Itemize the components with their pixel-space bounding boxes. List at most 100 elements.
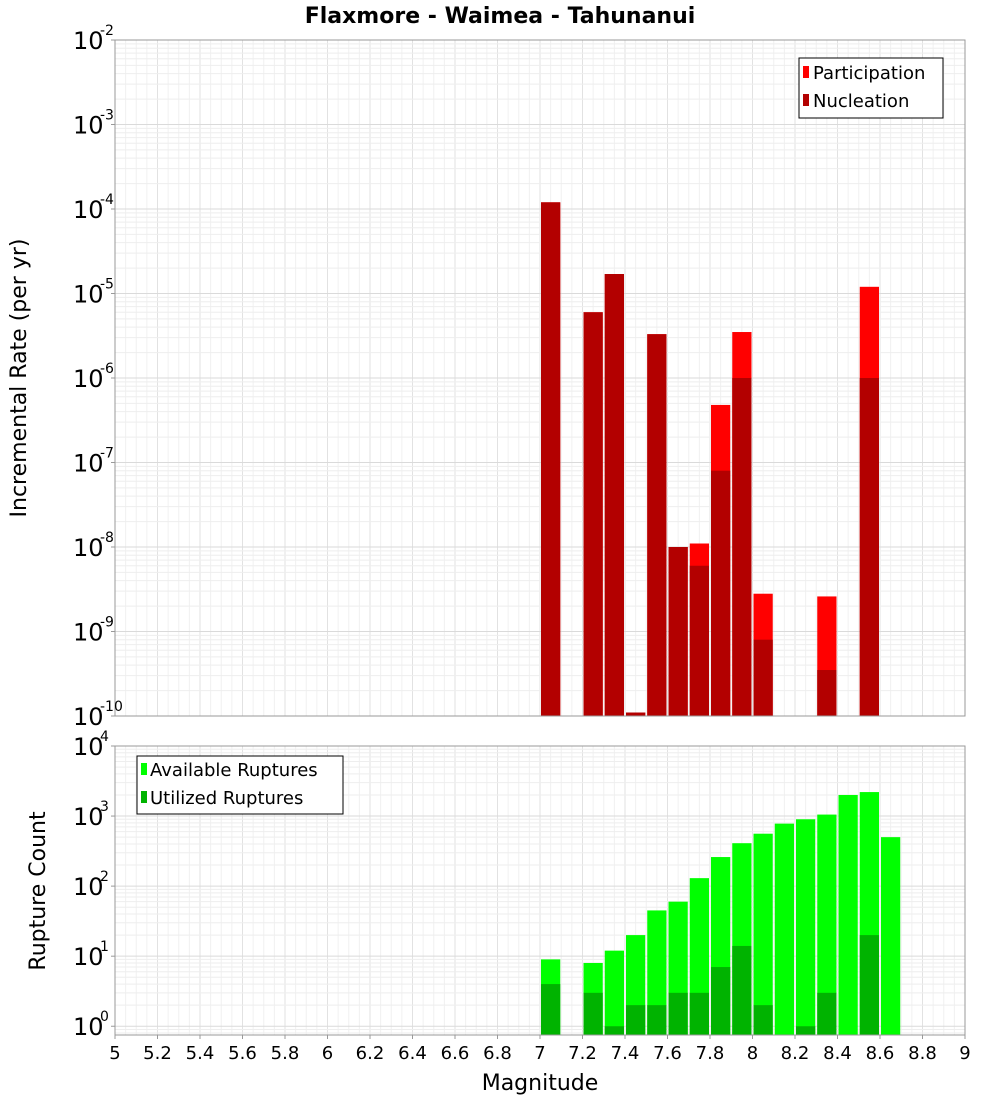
legend-swatch-nucleation xyxy=(803,94,809,106)
bar-utilized-ruptures-8_25 xyxy=(796,1026,816,1035)
bar-available-ruptures-8_45 xyxy=(838,794,858,1035)
bottom-y-tick-label: 10 xyxy=(73,1013,104,1041)
legend-swatch-participation xyxy=(803,66,809,78)
bar-utilized-ruptures-7_25 xyxy=(583,992,603,1035)
x-tick-label: 8.4 xyxy=(823,1043,852,1064)
bar-nucleation-7_65 xyxy=(668,547,688,716)
bar-nucleation-7_05 xyxy=(541,202,561,716)
bar-available-ruptures-7_35 xyxy=(604,950,624,1035)
bottom-y-tick-exponent: 4 xyxy=(100,729,109,745)
top-y-tick-exponent: -7 xyxy=(100,446,114,462)
top-legend: Participation Nucleation xyxy=(798,57,944,119)
bar-nucleation-7_75 xyxy=(689,565,709,716)
x-tick-label: 7.4 xyxy=(611,1043,640,1064)
x-tick-label: 6.4 xyxy=(398,1043,427,1064)
x-ticks: 5 5.2 5.4 5.6 5.8 6 6.2 6.4 6.6 6.8 7 7.2 7.4 7.6 7.8 8… xyxy=(109,1035,971,1064)
bar-utilized-ruptures-7_95 xyxy=(732,945,752,1035)
x-tick-label: 6.6 xyxy=(441,1043,470,1064)
bar-available-ruptures-8_65 xyxy=(881,837,901,1035)
bar-nucleation-7_85 xyxy=(711,470,731,716)
bar-nucleation-7_95 xyxy=(732,378,752,716)
bar-nucleation-7_45 xyxy=(626,712,646,716)
bar-utilized-ruptures-7_75 xyxy=(689,992,709,1035)
x-tick-label: 8.6 xyxy=(866,1043,895,1064)
bar-available-ruptures-8_35 xyxy=(817,814,837,1035)
top-grid xyxy=(114,39,966,717)
top-y-axis-title: Incremental Rate (per yr) xyxy=(7,239,32,518)
bottom-y-tick-label: 10 xyxy=(73,803,104,831)
x-tick-label: 7.6 xyxy=(653,1043,682,1064)
bottom-bars xyxy=(541,792,901,1035)
legend-label-nucleation: Nucleation xyxy=(813,91,909,112)
bar-utilized-ruptures-8_35 xyxy=(817,992,837,1035)
x-tick-label: 5 xyxy=(109,1043,120,1064)
bar-nucleation-7_35 xyxy=(604,274,624,716)
x-tick-label: 5.6 xyxy=(228,1043,257,1064)
x-tick-label: 8.2 xyxy=(781,1043,810,1064)
top-y-tick-label: 10 xyxy=(73,534,104,562)
x-tick-label: 9 xyxy=(959,1043,970,1064)
top-y-tick-exponent: -5 xyxy=(100,277,114,293)
bottom-legend: Available Ruptures Utilized Ruptures xyxy=(136,755,344,815)
x-tick-label: 7.8 xyxy=(696,1043,725,1064)
bottom-y-tick-exponent: 3 xyxy=(100,799,109,815)
legend-label-participation: Participation xyxy=(813,63,925,84)
bottom-y-tick-exponent: 2 xyxy=(100,869,109,885)
chart-title: Flaxmore - Waimea - Tahunanui xyxy=(305,4,696,29)
top-y-tick-label: 10 xyxy=(73,450,104,478)
bottom-legend-box xyxy=(136,755,344,815)
legend-swatch-utilized xyxy=(141,791,147,803)
top-y-tick-label: 10 xyxy=(73,196,104,224)
bottom-y-tick-label: 10 xyxy=(73,943,104,971)
bar-available-ruptures-8_15 xyxy=(774,823,794,1035)
legend-label-available: Available Ruptures xyxy=(150,760,318,781)
bar-available-ruptures-8_05 xyxy=(753,833,773,1035)
bar-utilized-ruptures-7_35 xyxy=(604,1026,624,1035)
x-tick-label: 5.8 xyxy=(271,1043,300,1064)
x-tick-label: 6.2 xyxy=(356,1043,385,1064)
top-y-ticks: 10-210-310-410-510-610-710-810-910-10 xyxy=(73,23,123,731)
top-y-tick-exponent: -3 xyxy=(100,108,114,124)
legend-swatch-available xyxy=(141,763,147,775)
bottom-y-tick-label: 10 xyxy=(73,733,104,761)
x-axis-title: Magnitude xyxy=(482,1071,599,1096)
bar-available-ruptures-7_55 xyxy=(647,910,667,1035)
bar-nucleation-8_05 xyxy=(753,639,773,716)
x-tick-label: 6 xyxy=(322,1043,333,1064)
legend-label-utilized: Utilized Ruptures xyxy=(150,788,303,809)
bar-available-ruptures-8_25 xyxy=(796,819,816,1035)
top-y-tick-label: 10 xyxy=(73,112,104,140)
top-y-tick-exponent: -6 xyxy=(100,361,114,377)
bottom-y-axis-title: Rupture Count xyxy=(26,811,51,971)
bar-nucleation-8_35 xyxy=(817,670,837,716)
bar-utilized-ruptures-7_85 xyxy=(711,967,731,1035)
bar-utilized-ruptures-7_05 xyxy=(541,984,561,1035)
top-y-tick-exponent: -10 xyxy=(100,699,123,715)
bar-utilized-ruptures-7_55 xyxy=(647,1005,667,1035)
bar-nucleation-7_25 xyxy=(583,312,603,716)
x-tick-label: 7 xyxy=(534,1043,545,1064)
bar-nucleation-7_55 xyxy=(647,334,667,716)
top-y-tick-label: 10 xyxy=(73,703,104,731)
top-y-tick-exponent: -9 xyxy=(100,615,114,631)
bottom-y-tick-label: 10 xyxy=(73,873,104,901)
bar-utilized-ruptures-7_65 xyxy=(668,992,688,1035)
top-y-tick-exponent: -2 xyxy=(100,23,114,39)
bar-nucleation-8_55 xyxy=(859,378,879,716)
bar-utilized-ruptures-8_05 xyxy=(753,1005,773,1035)
x-tick-label: 5.2 xyxy=(143,1043,172,1064)
top-y-tick-label: 10 xyxy=(73,27,104,55)
top-bars xyxy=(541,202,879,716)
x-tick-label: 5.4 xyxy=(186,1043,215,1064)
bottom-y-tick-exponent: 1 xyxy=(100,939,109,955)
x-tick-label: 8.8 xyxy=(908,1043,937,1064)
top-y-tick-label: 10 xyxy=(73,619,104,647)
bottom-y-tick-exponent: 0 xyxy=(100,1009,109,1025)
bar-utilized-ruptures-7_45 xyxy=(626,1005,646,1035)
x-tick-label: 7.2 xyxy=(568,1043,597,1064)
x-tick-label: 6.8 xyxy=(483,1043,512,1064)
top-y-tick-label: 10 xyxy=(73,365,104,393)
